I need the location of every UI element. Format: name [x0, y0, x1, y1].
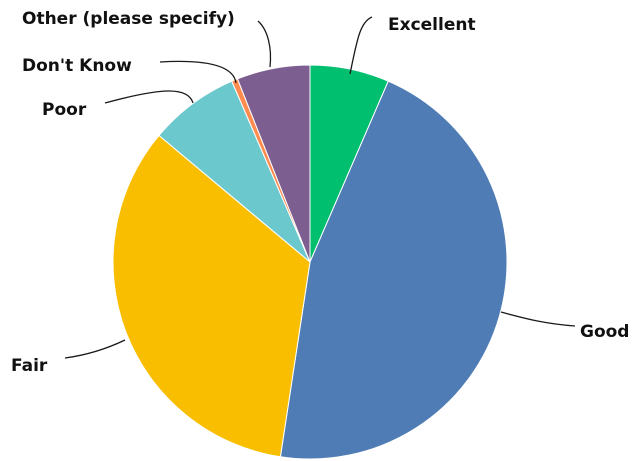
- leader-lines: [64, 16, 576, 359]
- slice-labels: Excellent Good Fair Poor Don't Know Othe…: [11, 9, 629, 376]
- slice-label-fair: Fair: [11, 356, 48, 376]
- leader-line-excellent: [349, 16, 373, 75]
- slice-label-dont-know: Don't Know: [22, 56, 132, 76]
- leader-line-dont-know: [159, 60, 237, 84]
- slice-label-excellent: Excellent: [388, 15, 476, 35]
- slice-label-poor: Poor: [42, 100, 87, 120]
- pie-slice-other-please-specify: [236, 64, 311, 263]
- pie-slice-good: [279, 80, 508, 460]
- pie-slices: [112, 64, 508, 460]
- slice-label-other: Other (please specify): [22, 9, 235, 29]
- leader-line-good: [500, 311, 576, 327]
- leader-line-poor: [104, 90, 194, 104]
- leader-line-fair: [64, 339, 126, 359]
- pie-slice-fair: [112, 134, 311, 458]
- slice-label-good: Good: [580, 322, 629, 342]
- leader-line-other: [257, 20, 272, 68]
